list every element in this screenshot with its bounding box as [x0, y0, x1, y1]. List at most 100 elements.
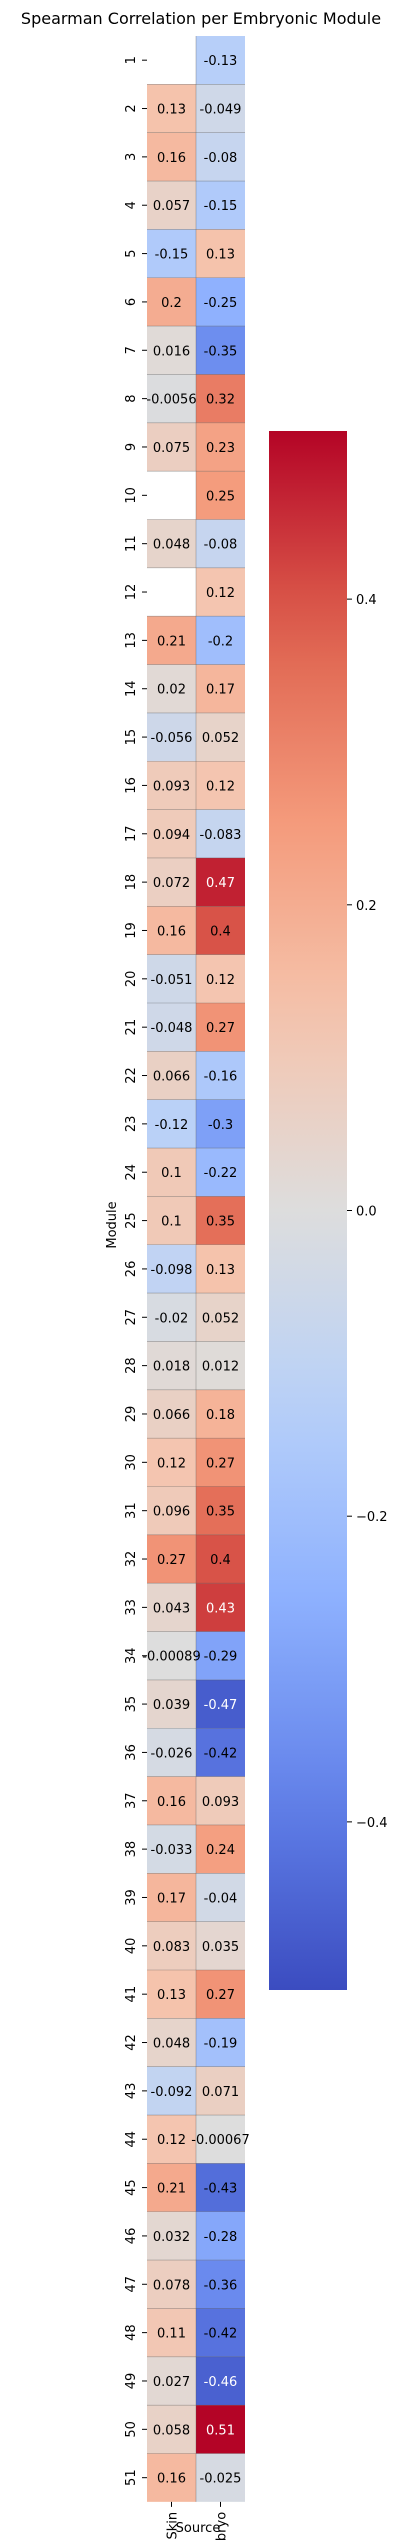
- row-tick-label: 25: [124, 1212, 139, 1229]
- row-tick-label: 11: [124, 535, 139, 552]
- cell-value-label: 0.27: [206, 1456, 235, 1471]
- heatmap-cell: [196, 809, 245, 858]
- heatmap-cell: [147, 1631, 196, 1680]
- heatmap-cell: [147, 1099, 196, 1149]
- row-tick-label: 12: [124, 584, 139, 601]
- heatmap-cell: [196, 2405, 245, 2454]
- cell-value-label: -0.08: [204, 151, 238, 166]
- cell-value-label: 0.35: [206, 1505, 235, 1520]
- cell-value-label: 0.18: [206, 1408, 235, 1423]
- row-tick-label: 42: [124, 2034, 139, 2051]
- cell-value-label: 0.072: [153, 876, 190, 891]
- heatmap-cell: [196, 664, 245, 713]
- cell-value-label: 0.018: [153, 1360, 190, 1375]
- cell-value-label: 0.066: [153, 1070, 190, 1085]
- heatmap-cell: [147, 2308, 196, 2357]
- row-tick-label: 41: [124, 1986, 139, 2003]
- cell-value-label: 0.16: [157, 1795, 186, 1810]
- cell-value-label: 0.096: [153, 1505, 190, 1520]
- row-tick-label: 34: [124, 1647, 139, 1664]
- heatmap-cell: [147, 2260, 196, 2309]
- heatmap-cell: [196, 2115, 245, 2164]
- heatmap-cell: [196, 36, 245, 85]
- cell-value-label: -0.026: [151, 1746, 193, 1761]
- cell-value-label: 0.075: [153, 441, 190, 456]
- row-tick-label: 44: [124, 2131, 139, 2148]
- cell-value-label: 0.24: [206, 1843, 235, 1858]
- heatmap-cell: [147, 132, 196, 182]
- heatmap-cell: [196, 616, 245, 665]
- heatmap-cell: [147, 664, 196, 713]
- heatmap-cell: [147, 374, 196, 423]
- row-tick-label: 5: [124, 249, 139, 257]
- row-tick-label: 46: [124, 2228, 139, 2245]
- cell-value-label: 0.016: [153, 344, 190, 359]
- heatmap-cell: [196, 2453, 245, 2502]
- colorbar: 0.4 0.2 0.0 −0.2 −0.4: [269, 431, 388, 1990]
- colorbar-tick-label: 0.0: [356, 1205, 377, 1220]
- cell-value-label: 0.27: [206, 1021, 235, 1036]
- row-tick-label: 27: [124, 1309, 139, 1326]
- heatmap-cell: [196, 1051, 245, 1100]
- heatmap-cell: [147, 2405, 196, 2454]
- row-tick-label: 9: [124, 443, 139, 451]
- heatmap-cell: [196, 1583, 245, 1632]
- row-tick-label: 21: [124, 1019, 139, 1036]
- colorbar-tick-label: 0.2: [356, 899, 377, 914]
- heatmap-cell: [147, 422, 196, 472]
- cell-value-label: 0.12: [206, 586, 235, 601]
- heatmap-cell: [196, 857, 245, 907]
- cell-value-label: 0.12: [157, 1456, 186, 1471]
- column-tick-label: Embryo: [215, 2512, 230, 2540]
- row-tick-label: 47: [124, 2276, 139, 2293]
- heatmap-cell: [147, 1873, 196, 1922]
- heatmap-cell: [147, 1244, 196, 1294]
- cell-value-label: 0.1: [161, 1215, 182, 1230]
- row-tick-label: 45: [124, 2179, 139, 2196]
- heatmap-cell: [147, 2018, 196, 2067]
- cell-value-label: 0.093: [202, 1795, 239, 1810]
- cell-value-label: 0.25: [206, 489, 235, 504]
- cell-value-label: 0.4: [210, 1553, 231, 1568]
- cell-value-label: 0.17: [206, 683, 235, 698]
- cell-value-label: 0.071: [202, 2085, 239, 2100]
- heatmap-cells: [147, 36, 245, 2502]
- heatmap-cell: [196, 1679, 245, 1729]
- heatmap-cell: [147, 1583, 196, 1632]
- cell-value-label: -0.00067: [191, 2133, 249, 2148]
- heatmap-cell: [147, 809, 196, 858]
- heatmap-cell: [147, 616, 196, 665]
- row-tick-label: 43: [124, 2083, 139, 2100]
- heatmap-cell: [147, 1389, 196, 1439]
- cell-value-label: 0.048: [153, 538, 190, 553]
- cell-value-label: -0.36: [204, 2278, 238, 2293]
- heatmap-cell: [196, 2211, 245, 2261]
- cell-value-label: -0.033: [151, 1843, 193, 1858]
- heatmap-cell: [147, 471, 196, 520]
- row-tick-label: 48: [124, 2324, 139, 2341]
- heatmap-cell: [196, 1341, 245, 1390]
- heatmap-cell: [147, 519, 196, 568]
- cell-labels: -0.13 0.13 -0.049 0.16 -0.08 0.057 -0.15 -0.15 0…: [142, 54, 249, 2487]
- row-tick-label: 49: [124, 2373, 139, 2390]
- heatmap-cell: [196, 2066, 245, 2116]
- heatmap-cell: [196, 2356, 245, 2406]
- heatmap-cell: [196, 1970, 245, 2019]
- cell-value-label: 0.35: [206, 1215, 235, 1230]
- row-tick-label: 13: [124, 632, 139, 649]
- heatmap-cell: [147, 2066, 196, 2116]
- heatmap-cell: [147, 1003, 196, 1052]
- cell-value-label: 0.052: [202, 1311, 239, 1326]
- heatmap-cell: [196, 1438, 245, 1487]
- cell-value-label: -0.29: [204, 1650, 238, 1665]
- cell-value-label: -0.0056: [146, 393, 196, 408]
- heatmap-cell: [196, 1776, 245, 1825]
- cell-value-label: -0.098: [151, 1263, 193, 1278]
- cell-value-label: -0.049: [200, 103, 242, 118]
- heatmap-cell: [147, 954, 196, 1003]
- cell-value-label: -0.051: [151, 973, 193, 988]
- heatmap-cell: [147, 277, 196, 327]
- cell-value-label: 0.035: [202, 1940, 239, 1955]
- cell-value-label: 0.13: [157, 103, 186, 118]
- heatmap-cell: [196, 181, 245, 230]
